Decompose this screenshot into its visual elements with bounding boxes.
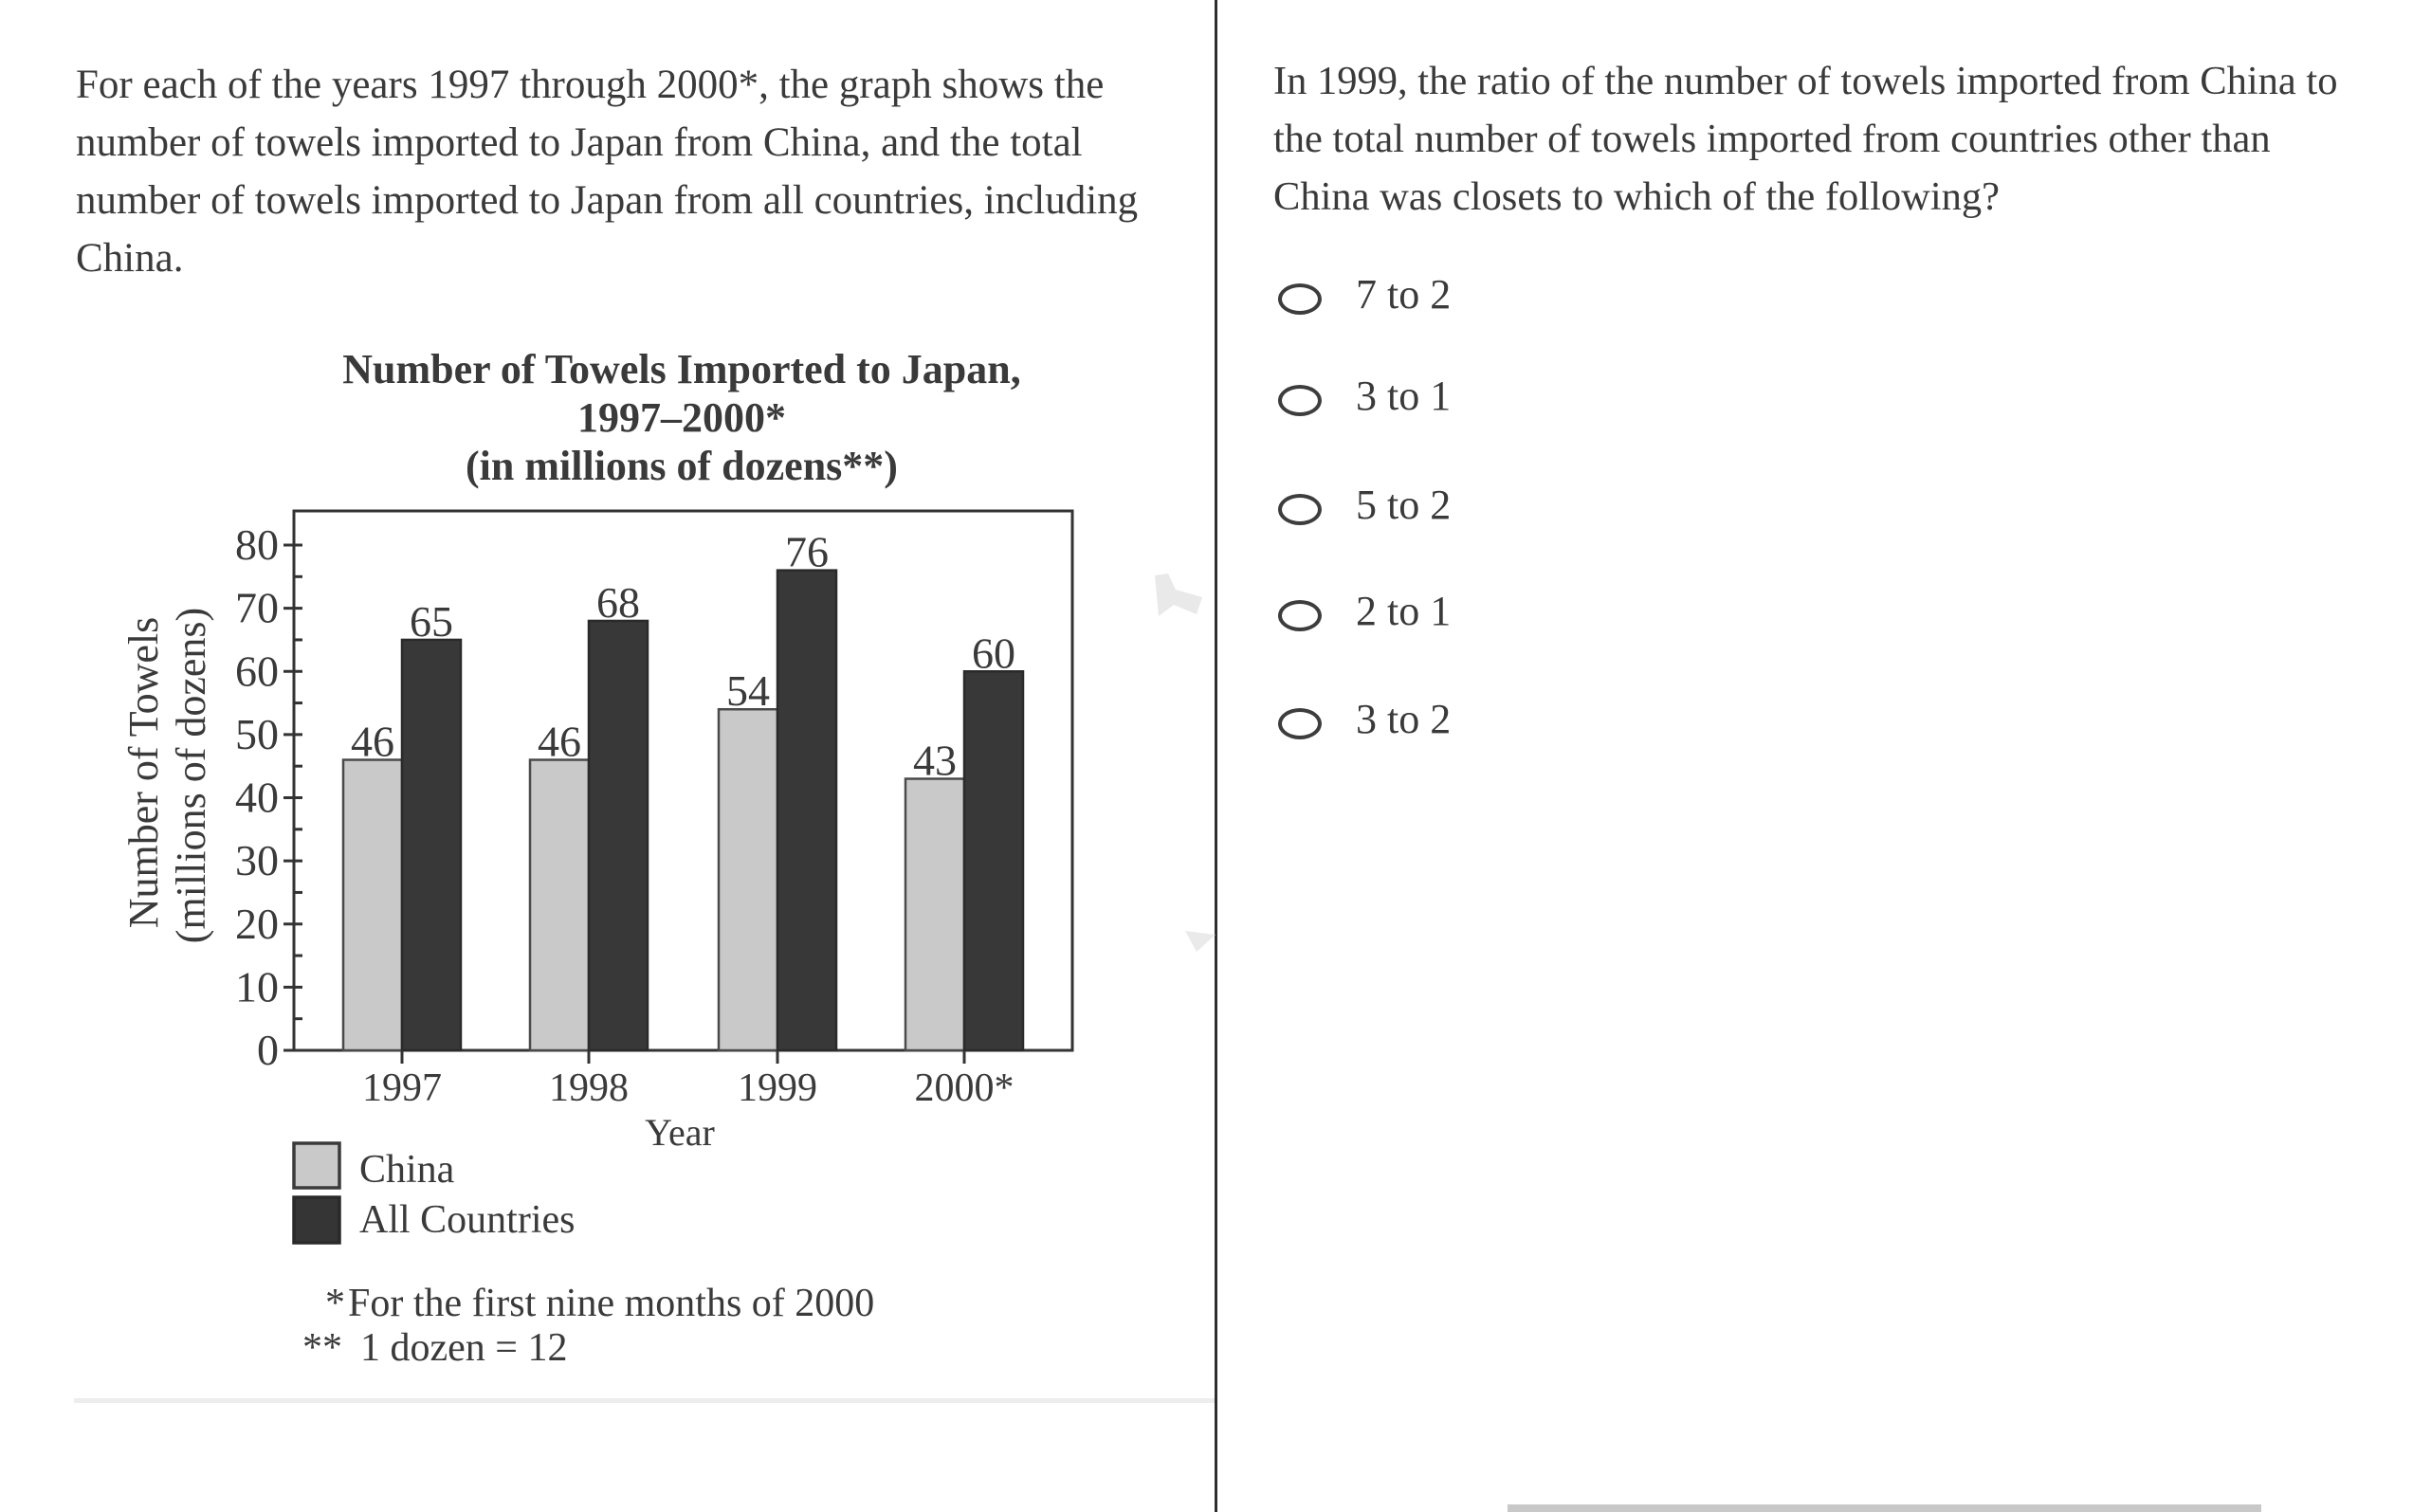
svg-text:Number of Towels: Number of Towels: [120, 617, 167, 929]
svg-text:For the first nine months of 2: For the first nine months of 2000: [348, 1282, 874, 1325]
svg-text:1998: 1998: [549, 1066, 629, 1110]
svg-text:1997–2000*: 1997–2000*: [577, 394, 786, 441]
svg-text:1999: 1999: [738, 1066, 817, 1110]
svg-text:46: 46: [351, 718, 394, 766]
svg-text:All Countries: All Countries: [359, 1198, 576, 1242]
svg-text:68: 68: [596, 578, 640, 627]
svg-text:65: 65: [410, 597, 453, 646]
svg-text:43: 43: [913, 737, 957, 785]
svg-text:2000*: 2000*: [915, 1066, 1015, 1110]
svg-text:Number of Towels Imported to J: Number of Towels Imported to Japan,: [342, 346, 1020, 392]
svg-text:60: 60: [972, 628, 1015, 677]
svg-text:50: 50: [235, 710, 279, 758]
svg-text:70: 70: [235, 584, 279, 632]
svg-text:1997: 1997: [362, 1066, 442, 1110]
svg-text:10: 10: [235, 962, 279, 1011]
svg-text:China: China: [359, 1148, 455, 1192]
svg-text:80: 80: [235, 520, 279, 569]
svg-text:60: 60: [235, 647, 279, 695]
svg-text:46: 46: [538, 718, 581, 766]
svg-text:Year: Year: [645, 1111, 715, 1154]
svg-text:20: 20: [235, 900, 279, 948]
svg-text:54: 54: [726, 666, 770, 715]
svg-text:30: 30: [235, 836, 279, 884]
svg-text:1 dozen = 12: 1 dozen = 12: [360, 1326, 567, 1370]
svg-text:(in millions of dozens**): (in millions of dozens**): [466, 443, 898, 489]
svg-text:40: 40: [235, 774, 279, 822]
svg-text:**: **: [302, 1326, 342, 1370]
svg-text:0: 0: [257, 1026, 279, 1074]
svg-text:76: 76: [785, 528, 829, 576]
svg-text:(millions of dozens): (millions of dozens): [168, 608, 214, 943]
svg-text:*: *: [325, 1282, 345, 1325]
